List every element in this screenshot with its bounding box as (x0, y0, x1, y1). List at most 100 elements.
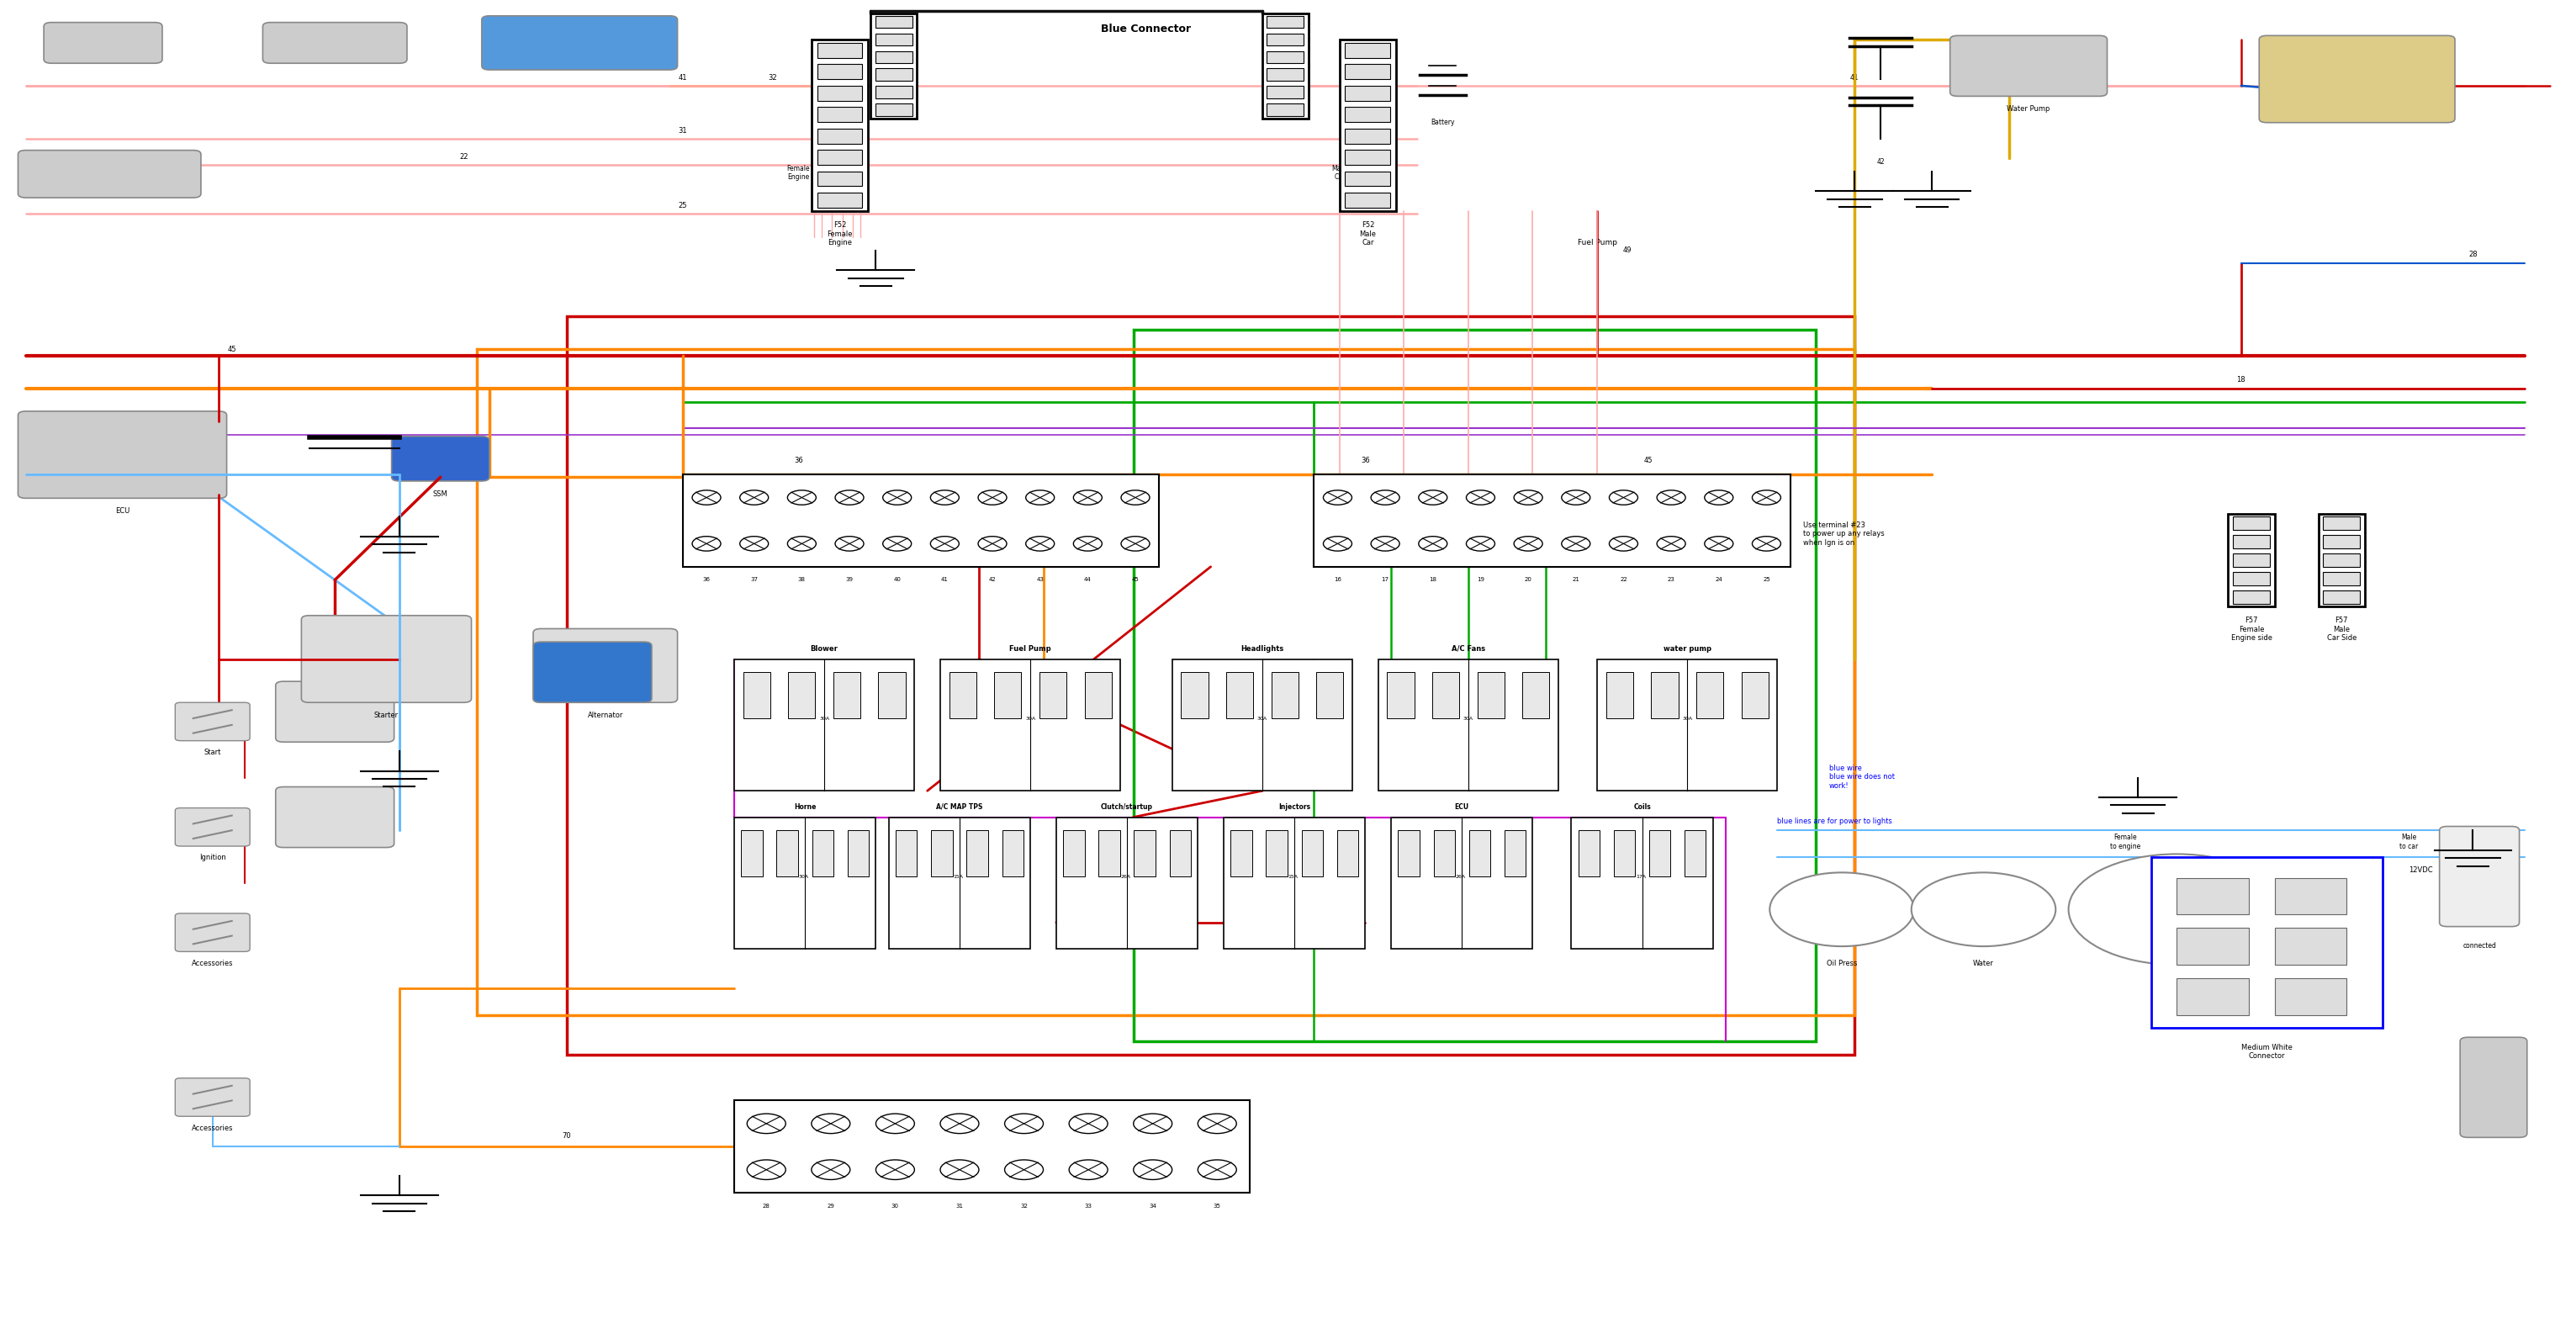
Text: 30A: 30A (1025, 716, 1036, 721)
FancyBboxPatch shape (1613, 830, 1636, 876)
Text: Blower: Blower (811, 645, 837, 652)
FancyBboxPatch shape (2233, 535, 2269, 548)
Circle shape (1770, 873, 1914, 946)
Text: 32: 32 (768, 74, 778, 82)
Text: 36: 36 (1360, 456, 1370, 464)
Text: 28: 28 (2468, 250, 2478, 258)
Text: 22: 22 (459, 153, 469, 161)
Text: 31: 31 (956, 1203, 963, 1209)
FancyBboxPatch shape (1741, 672, 1767, 718)
FancyBboxPatch shape (775, 830, 799, 876)
FancyBboxPatch shape (44, 22, 162, 63)
Text: Fan: Fan (2349, 75, 2365, 83)
Circle shape (747, 1160, 786, 1180)
FancyBboxPatch shape (18, 411, 227, 498)
Text: ECU: ECU (113, 451, 129, 459)
FancyBboxPatch shape (811, 830, 832, 876)
Text: Alternator: Alternator (587, 662, 623, 670)
Text: 70: 70 (562, 1132, 572, 1140)
FancyBboxPatch shape (1337, 830, 1358, 876)
FancyBboxPatch shape (1468, 830, 1489, 876)
Text: 17A: 17A (1636, 874, 1646, 879)
FancyBboxPatch shape (301, 616, 471, 702)
FancyBboxPatch shape (1267, 69, 1303, 80)
FancyBboxPatch shape (1267, 33, 1303, 46)
FancyBboxPatch shape (1231, 830, 1252, 876)
Text: 25: 25 (1762, 577, 1770, 583)
Text: Horne: Horne (793, 803, 817, 811)
FancyBboxPatch shape (1265, 830, 1288, 876)
Circle shape (1025, 536, 1054, 551)
Circle shape (1133, 1160, 1172, 1180)
FancyBboxPatch shape (2275, 978, 2347, 1015)
Text: F57
Male
Car Side: F57 Male Car Side (2326, 617, 2357, 642)
Text: Coils: Coils (1633, 803, 1651, 811)
FancyBboxPatch shape (276, 681, 394, 742)
Text: F52
Male
Car: F52 Male Car (1360, 221, 1376, 246)
Text: 26A: 26A (1121, 874, 1131, 879)
FancyBboxPatch shape (2177, 928, 2249, 965)
Text: 45: 45 (1131, 577, 1139, 583)
FancyBboxPatch shape (1579, 830, 1600, 876)
Circle shape (835, 490, 863, 505)
FancyBboxPatch shape (1345, 171, 1391, 186)
Circle shape (1370, 490, 1399, 505)
Circle shape (1419, 490, 1448, 505)
FancyBboxPatch shape (966, 830, 987, 876)
FancyBboxPatch shape (1314, 474, 1790, 567)
Text: 25: 25 (677, 202, 688, 210)
Circle shape (884, 490, 912, 505)
FancyBboxPatch shape (994, 672, 1020, 718)
Text: Start: Start (204, 749, 222, 757)
FancyBboxPatch shape (1056, 817, 1198, 949)
FancyBboxPatch shape (1133, 830, 1154, 876)
Text: SSM: SSM (392, 503, 407, 511)
FancyBboxPatch shape (1345, 192, 1391, 208)
Text: O2 Sensors
& VTC: O2 Sensors & VTC (82, 174, 124, 190)
Text: 29: 29 (827, 1203, 835, 1209)
Circle shape (930, 490, 958, 505)
FancyBboxPatch shape (1224, 817, 1365, 949)
Text: 49: 49 (1623, 246, 1631, 254)
FancyBboxPatch shape (2324, 554, 2360, 567)
Text: 31: 31 (677, 127, 688, 134)
Text: Female
Engine: Female Engine (786, 165, 811, 181)
FancyBboxPatch shape (2324, 572, 2360, 585)
Text: 43: 43 (1036, 577, 1043, 583)
Circle shape (1121, 490, 1149, 505)
FancyBboxPatch shape (175, 913, 250, 952)
FancyBboxPatch shape (533, 629, 677, 702)
Circle shape (1069, 1160, 1108, 1180)
FancyBboxPatch shape (1571, 817, 1713, 949)
FancyBboxPatch shape (1097, 830, 1121, 876)
FancyBboxPatch shape (1345, 128, 1391, 144)
FancyBboxPatch shape (2324, 517, 2360, 530)
Circle shape (1705, 490, 1734, 505)
FancyBboxPatch shape (876, 16, 912, 28)
Text: 41: 41 (677, 74, 688, 82)
Circle shape (876, 1114, 914, 1133)
FancyBboxPatch shape (848, 830, 868, 876)
Text: Medium White
Connector: Medium White Connector (2241, 1044, 2293, 1060)
Text: Water Pump: Water Pump (2007, 62, 2048, 70)
Circle shape (876, 1160, 914, 1180)
Circle shape (1752, 536, 1780, 551)
Circle shape (1133, 1114, 1172, 1133)
FancyBboxPatch shape (1226, 672, 1255, 718)
Text: 18: 18 (2236, 376, 2246, 384)
Text: 19: 19 (1476, 577, 1484, 583)
FancyBboxPatch shape (1041, 672, 1066, 718)
FancyBboxPatch shape (1685, 830, 1705, 876)
Text: 30: 30 (891, 1203, 899, 1209)
FancyBboxPatch shape (1273, 672, 1298, 718)
FancyBboxPatch shape (263, 22, 407, 63)
Text: Accessories: Accessories (191, 1124, 234, 1132)
Circle shape (1561, 490, 1589, 505)
Circle shape (940, 1160, 979, 1180)
Text: Female
to engine: Female to engine (2110, 834, 2141, 850)
FancyBboxPatch shape (392, 436, 489, 481)
Text: 24: 24 (1716, 577, 1723, 583)
FancyBboxPatch shape (1391, 817, 1533, 949)
FancyBboxPatch shape (878, 672, 907, 718)
Circle shape (1005, 1114, 1043, 1133)
